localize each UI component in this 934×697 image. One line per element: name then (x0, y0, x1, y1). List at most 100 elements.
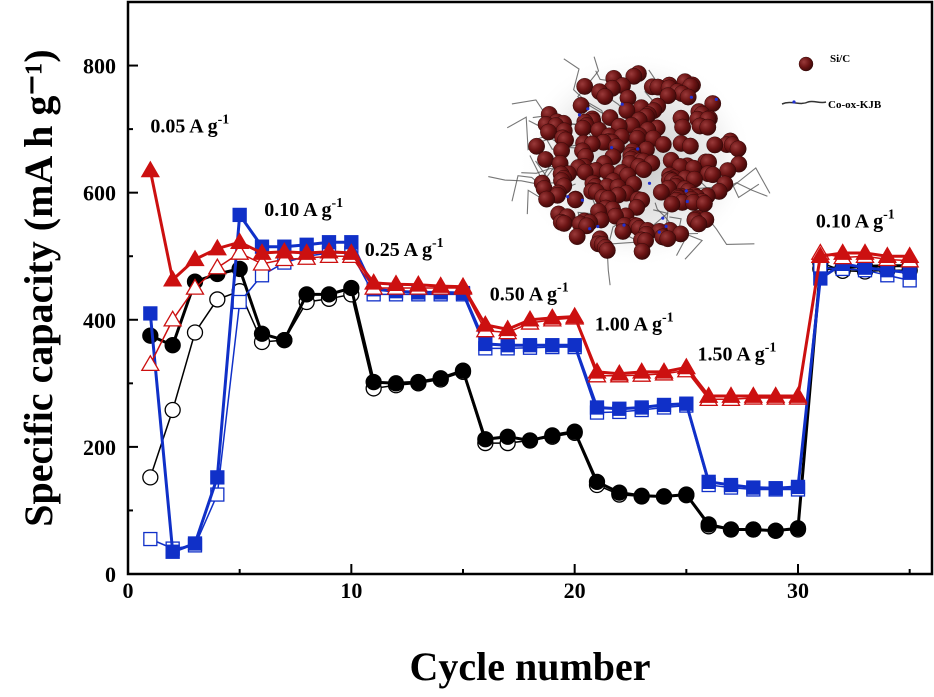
cobalt-dot-icon (588, 227, 592, 231)
point-red-charge (252, 243, 272, 260)
particle-icon (690, 215, 708, 233)
point-red-charge (498, 319, 518, 337)
point-blue-charge (679, 396, 694, 411)
point-red-charge (274, 241, 294, 259)
x-tick-label: 0 (123, 578, 134, 603)
point-red-charge (542, 308, 562, 325)
inset-legend: Si/C Co-ox-KJB (781, 53, 882, 111)
legend-label: Co-ox-KJB (828, 99, 882, 111)
particle-icon (528, 137, 545, 155)
point-black-charge (387, 375, 405, 392)
point-black-charge (298, 286, 315, 303)
point-red-charge (721, 386, 741, 403)
rate-annotation-exponent: -1 (765, 340, 777, 355)
point-red-discharge (230, 243, 250, 260)
point-red-charge (565, 306, 585, 324)
point-red-charge (207, 238, 227, 256)
y-tick-label: 600 (83, 181, 116, 206)
particle-icon (598, 241, 616, 259)
cobalt-dot-icon (661, 216, 665, 220)
particle-icon (635, 161, 653, 179)
rate-annotation-value: 0.50 A g (490, 284, 557, 306)
point-blue-charge (500, 338, 515, 353)
point-red-charge (185, 249, 205, 267)
point-red-charge (230, 232, 250, 250)
particle-icon (555, 214, 573, 232)
rate-annotation-exponent: -1 (432, 236, 444, 251)
point-red-charge (609, 364, 629, 381)
point-black-charge (499, 428, 516, 445)
rate-annotation: 1.50 A g-1 (698, 340, 777, 365)
point-blue-discharge (143, 531, 158, 547)
rate-annotation: 1.00 A g-1 (595, 311, 674, 336)
point-red-charge (743, 386, 763, 403)
cobalt-dot-icon (664, 224, 668, 228)
particle-icon (706, 136, 724, 154)
cobalt-dot-icon (596, 224, 600, 229)
point-black-charge (454, 362, 472, 379)
particle-icon (699, 118, 717, 136)
point-red-charge (319, 241, 339, 259)
cobalt-dot-icon (792, 100, 796, 104)
particle-icon (652, 183, 670, 201)
point-red-charge (699, 386, 719, 403)
point-red-charge (900, 246, 920, 263)
point-black-charge (343, 279, 360, 297)
cobalt-dot-icon (657, 230, 661, 234)
point-black-charge (611, 484, 628, 501)
point-blue-charge (165, 544, 180, 559)
point-blue-charge (634, 400, 649, 415)
cobalt-dot-icon (647, 181, 652, 185)
point-black-discharge (209, 291, 226, 308)
particle-icon (578, 217, 596, 235)
point-blue-discharge (232, 294, 247, 310)
point-blue-charge (143, 306, 158, 321)
point-blue-charge (746, 480, 761, 495)
rate-annotation-exponent: -1 (883, 208, 895, 223)
point-blue-charge (790, 479, 806, 495)
point-black-charge (365, 373, 382, 391)
rate-annotation-value: 1.00 A g (595, 314, 662, 336)
cobalt-dot-icon (636, 147, 640, 151)
rate-annotation: 0.10 A g-1 (264, 196, 343, 221)
cobalt-dot-icon (580, 198, 585, 202)
plot-frame (126, 0, 934, 576)
point-black-discharge (186, 324, 204, 341)
x-tick-label: 10 (340, 578, 362, 603)
point-black-charge (722, 521, 740, 538)
particle-icon (614, 222, 632, 240)
particle-icon (576, 78, 594, 95)
particle-icon (682, 137, 699, 155)
point-red-charge (833, 243, 853, 260)
point-red-charge (431, 276, 451, 293)
inset-illustration (488, 52, 771, 286)
particle-icon (663, 195, 681, 213)
point-red-discharge (207, 257, 227, 275)
point-black-charge (477, 431, 494, 448)
fiber-icon (781, 100, 827, 105)
data-series (140, 160, 920, 559)
particle-icon (674, 118, 691, 136)
point-black-charge (700, 516, 717, 533)
point-blue-charge (522, 338, 538, 353)
point-black-charge (432, 370, 449, 387)
point-blue-charge (589, 400, 605, 415)
point-blue-charge (567, 338, 582, 353)
particle-icon (654, 136, 672, 153)
rate-annotations: 0.05 A g-10.10 A g-10.25 A g-10.50 A g-1… (150, 112, 894, 365)
rate-annotation-exponent: -1 (557, 281, 569, 296)
particle-icon (679, 88, 697, 106)
particle-icon (659, 230, 677, 248)
point-blue-charge (656, 397, 672, 413)
point-red-charge (408, 275, 428, 292)
point-red-charge (163, 269, 183, 287)
point-blue-charge (612, 401, 627, 416)
particle-icon (596, 88, 614, 106)
point-red-charge (676, 357, 696, 375)
point-red-charge (475, 315, 495, 332)
point-black-charge (521, 432, 539, 449)
point-black-charge (142, 327, 159, 344)
rate-annotation: 0.10 A g-1 (816, 208, 895, 233)
point-black-charge (276, 331, 293, 349)
series-red (140, 160, 920, 406)
